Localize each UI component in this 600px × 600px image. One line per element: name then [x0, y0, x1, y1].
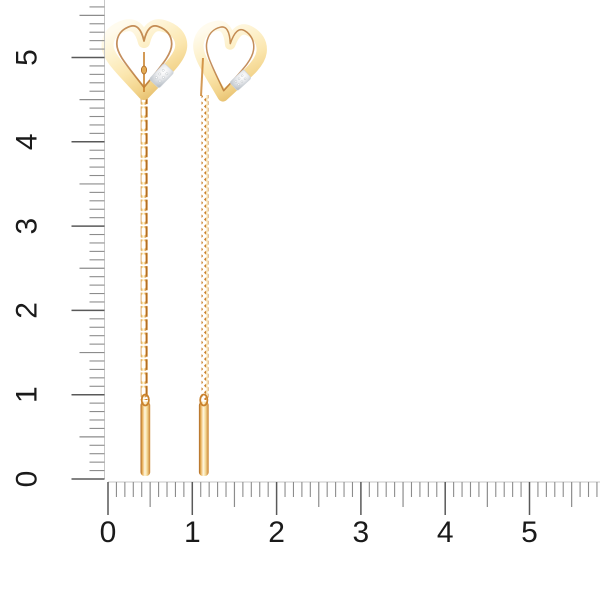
svg-text:1: 1 [184, 516, 201, 549]
svg-text:4: 4 [11, 133, 44, 150]
svg-text:5: 5 [11, 49, 44, 66]
svg-text:1: 1 [11, 386, 44, 403]
svg-text:3: 3 [353, 516, 370, 549]
svg-text:4: 4 [437, 516, 454, 549]
svg-text:2: 2 [11, 302, 44, 319]
svg-text:0: 0 [11, 471, 44, 488]
svg-text:2: 2 [268, 516, 285, 549]
svg-text:5: 5 [521, 516, 538, 549]
svg-text:0: 0 [100, 516, 117, 549]
svg-text:3: 3 [11, 218, 44, 235]
